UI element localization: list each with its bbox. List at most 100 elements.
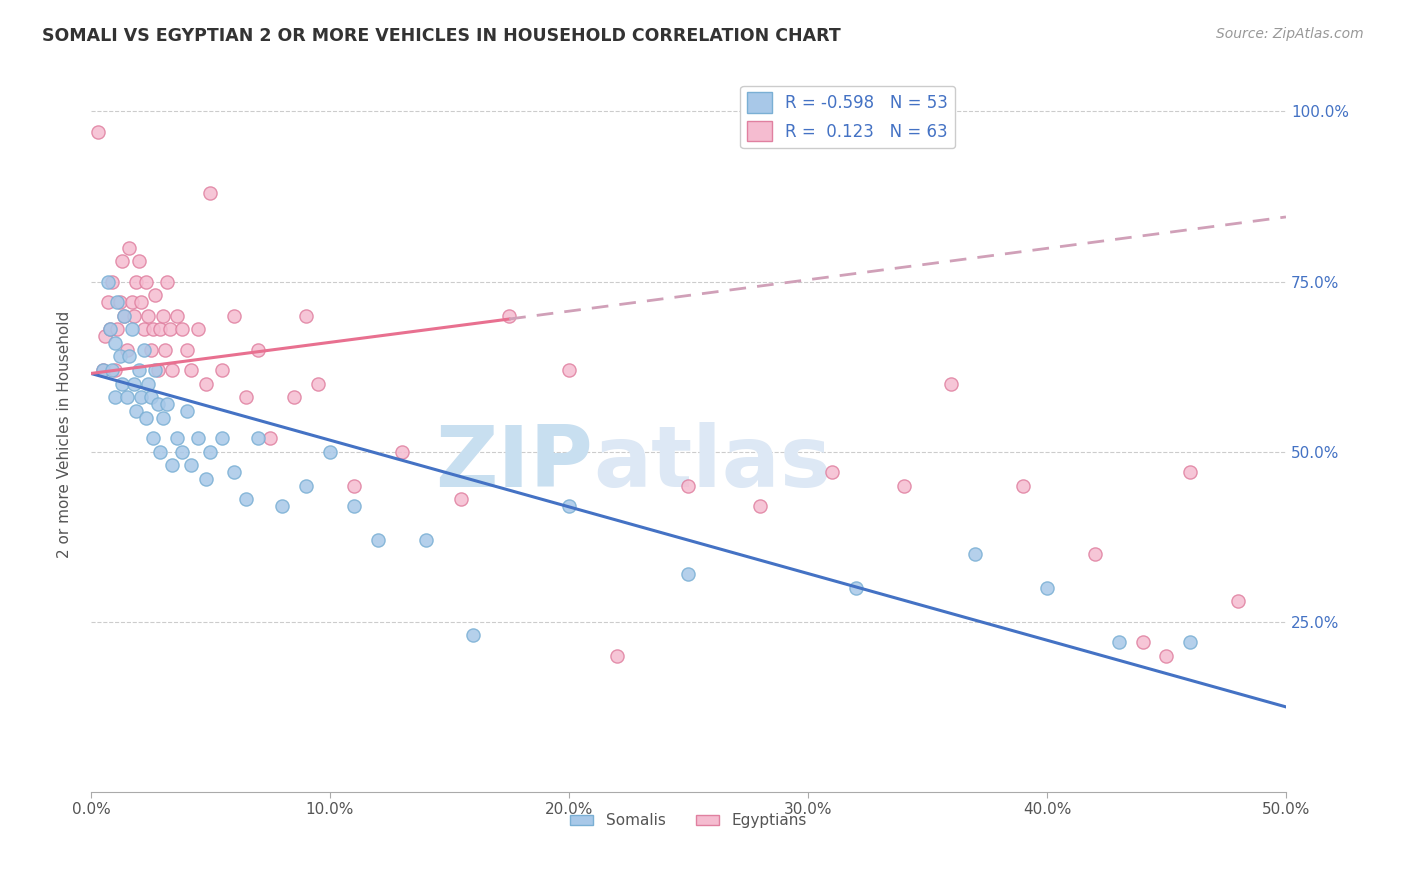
Point xyxy=(146,363,169,377)
Point xyxy=(98,322,121,336)
Point xyxy=(142,322,165,336)
Point xyxy=(283,390,305,404)
Point xyxy=(160,363,183,377)
Point xyxy=(319,444,342,458)
Point xyxy=(128,363,150,377)
Point xyxy=(343,479,366,493)
Point xyxy=(97,295,120,310)
Point xyxy=(1132,635,1154,649)
Point xyxy=(136,309,159,323)
Point xyxy=(235,390,257,404)
Point xyxy=(101,363,124,377)
Point xyxy=(129,295,152,310)
Point xyxy=(367,533,389,548)
Point xyxy=(941,376,963,391)
Point xyxy=(1084,547,1107,561)
Point xyxy=(295,479,318,493)
Point xyxy=(142,431,165,445)
Point xyxy=(112,309,135,323)
Point xyxy=(135,410,157,425)
Point xyxy=(1180,465,1202,479)
Point xyxy=(87,125,110,139)
Point xyxy=(149,322,172,336)
Y-axis label: 2 or more Vehicles in Household: 2 or more Vehicles in Household xyxy=(58,311,72,558)
Point xyxy=(391,444,413,458)
Point xyxy=(498,309,520,323)
Point xyxy=(965,547,987,561)
Point xyxy=(224,309,246,323)
Point xyxy=(156,397,179,411)
Point xyxy=(166,309,188,323)
Point xyxy=(166,431,188,445)
Text: ZIP: ZIP xyxy=(434,422,593,505)
Point xyxy=(125,275,148,289)
Point xyxy=(145,288,167,302)
Point xyxy=(176,404,198,418)
Point xyxy=(132,343,155,357)
Point xyxy=(160,458,183,473)
Point xyxy=(156,275,179,289)
Text: Source: ZipAtlas.com: Source: ZipAtlas.com xyxy=(1216,27,1364,41)
Point xyxy=(247,343,270,357)
Point xyxy=(111,376,134,391)
Point xyxy=(136,376,159,391)
Point xyxy=(152,410,174,425)
Point xyxy=(97,275,120,289)
Point xyxy=(1180,635,1202,649)
Point xyxy=(129,390,152,404)
Point xyxy=(132,322,155,336)
Legend: Somalis, Egyptians: Somalis, Egyptians xyxy=(564,807,813,834)
Point xyxy=(558,363,581,377)
Point xyxy=(235,492,257,507)
Point xyxy=(893,479,915,493)
Point xyxy=(1227,594,1250,608)
Point xyxy=(224,465,246,479)
Point xyxy=(1012,479,1035,493)
Point xyxy=(558,499,581,513)
Point xyxy=(121,322,143,336)
Point xyxy=(463,628,485,642)
Point xyxy=(104,390,127,404)
Text: SOMALI VS EGYPTIAN 2 OR MORE VEHICLES IN HOUSEHOLD CORRELATION CHART: SOMALI VS EGYPTIAN 2 OR MORE VEHICLES IN… xyxy=(42,27,841,45)
Point xyxy=(111,254,134,268)
Point xyxy=(108,350,131,364)
Point xyxy=(118,241,141,255)
Point xyxy=(187,322,209,336)
Point xyxy=(194,376,217,391)
Point xyxy=(152,309,174,323)
Point xyxy=(135,275,157,289)
Point xyxy=(139,390,162,404)
Point xyxy=(295,309,318,323)
Point xyxy=(194,472,217,486)
Point xyxy=(211,363,233,377)
Point xyxy=(91,363,114,377)
Point xyxy=(115,390,138,404)
Point xyxy=(145,363,167,377)
Point xyxy=(115,343,138,357)
Point xyxy=(450,492,472,507)
Point xyxy=(128,254,150,268)
Point xyxy=(125,404,148,418)
Point xyxy=(176,343,198,357)
Text: atlas: atlas xyxy=(593,422,831,505)
Point xyxy=(101,275,124,289)
Point xyxy=(94,329,117,343)
Point xyxy=(211,431,233,445)
Point xyxy=(105,322,128,336)
Point xyxy=(170,444,193,458)
Point xyxy=(105,295,128,310)
Point xyxy=(1036,581,1059,595)
Point xyxy=(104,363,127,377)
Point xyxy=(108,295,131,310)
Point xyxy=(122,309,145,323)
Point xyxy=(91,363,114,377)
Point xyxy=(415,533,437,548)
Point xyxy=(122,376,145,391)
Point xyxy=(180,363,202,377)
Point xyxy=(98,322,121,336)
Point xyxy=(259,431,281,445)
Point xyxy=(139,343,162,357)
Point xyxy=(118,350,141,364)
Point xyxy=(271,499,294,513)
Point xyxy=(159,322,181,336)
